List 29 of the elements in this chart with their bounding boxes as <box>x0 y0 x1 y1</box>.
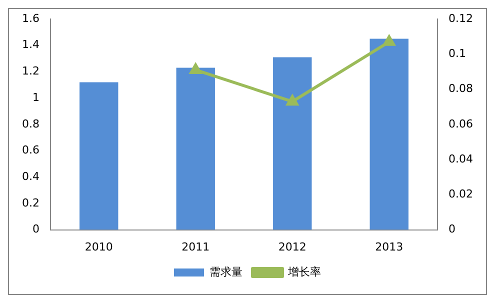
y-tick-label: 0.2 <box>22 196 40 210</box>
y-tick-label: 0 <box>32 222 40 236</box>
bar <box>176 68 215 230</box>
y-tick-label: 1.2 <box>22 64 40 78</box>
y2-tick-label: 0.02 <box>448 188 474 201</box>
y-tick-label: 0.6 <box>22 144 40 157</box>
legend-label: 需求量 <box>210 265 242 278</box>
legend-label: 增长率 <box>287 265 321 278</box>
point <box>190 63 202 74</box>
point <box>286 95 298 106</box>
y2-tick-label: 0.06 <box>448 117 474 130</box>
y-tick-label: 1.4 <box>22 38 40 52</box>
y-tick-label: 1.6 <box>22 12 40 25</box>
bar <box>80 82 118 230</box>
x-tick-label: 2011 <box>182 240 210 254</box>
bar <box>370 38 408 230</box>
bar <box>273 57 312 230</box>
y-tick-label: 0.8 <box>22 117 40 130</box>
y2-tick-label: 0.08 <box>448 82 474 96</box>
y2-tick-label: 0.04 <box>448 152 474 166</box>
y-tick-label: 0.4 <box>22 170 40 183</box>
y2-tick-label: 0 <box>448 222 456 236</box>
y2-tick-label: 0.1 <box>448 46 466 60</box>
x-tick-label: 2013 <box>375 240 404 254</box>
y2-tick-label: 0.12 <box>448 12 474 25</box>
x-tick-label: 2012 <box>278 240 306 254</box>
y-tick-label: 1 <box>32 90 40 104</box>
point <box>383 35 395 46</box>
x-tick-label: 2010 <box>84 240 113 254</box>
